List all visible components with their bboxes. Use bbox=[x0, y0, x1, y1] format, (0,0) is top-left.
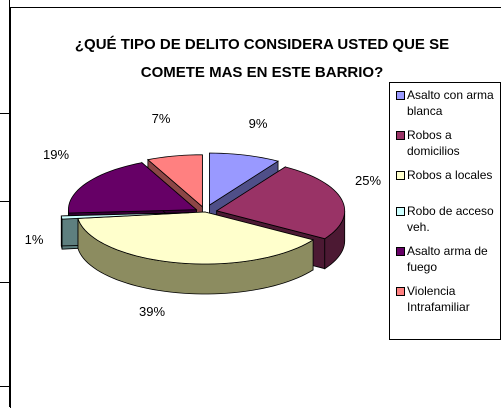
chart-title-line-1: ¿QUÉ TIPO DE DELITO CONSIDERA USTED QUE … bbox=[75, 36, 449, 53]
legend-label-2-line-0: Robos a locales bbox=[407, 167, 499, 183]
legend-label-3-line-1: veh. bbox=[407, 219, 499, 235]
pie-data-label-5: 7% bbox=[152, 111, 171, 126]
legend-swatch-4 bbox=[396, 247, 405, 256]
legend-swatch-5 bbox=[396, 287, 405, 296]
legend-label-1-line-0: Robos a bbox=[407, 127, 499, 143]
pie-data-label-1: 25% bbox=[355, 173, 381, 188]
pie-data-label-3: 1% bbox=[25, 232, 44, 247]
legend-swatch-2 bbox=[396, 171, 405, 180]
pie-data-label-0: 9% bbox=[249, 116, 268, 131]
legend-label-2: Robos a locales bbox=[407, 167, 499, 183]
chart-title-line-2: COMETE MAS EN ESTE BARRIO? bbox=[141, 64, 384, 81]
pie-data-label-2: 39% bbox=[139, 304, 165, 319]
legend-label-0-line-0: Asalto con arma bbox=[407, 87, 499, 103]
legend-label-4-line-0: Asalto arma de bbox=[407, 243, 499, 259]
legend-swatch-0 bbox=[396, 91, 405, 100]
pie-data-label-4: 19% bbox=[43, 147, 69, 162]
legend-label-3-line-0: Robo de acceso bbox=[407, 203, 499, 219]
legend-label-4-line-1: fuego bbox=[407, 259, 499, 275]
legend-label-5-line-0: Violencia bbox=[407, 283, 499, 299]
legend-label-5-line-1: Intrafamiliar bbox=[407, 299, 499, 315]
legend-swatch-1 bbox=[396, 131, 405, 140]
legend-item-2: Robos a locales bbox=[396, 167, 498, 183]
legend-label-1-line-1: domicilios bbox=[407, 143, 499, 159]
legend-label-0-line-1: blanca bbox=[407, 103, 499, 119]
legend-swatch-3 bbox=[396, 207, 405, 216]
pie-slice-rim-3 bbox=[61, 216, 62, 249]
